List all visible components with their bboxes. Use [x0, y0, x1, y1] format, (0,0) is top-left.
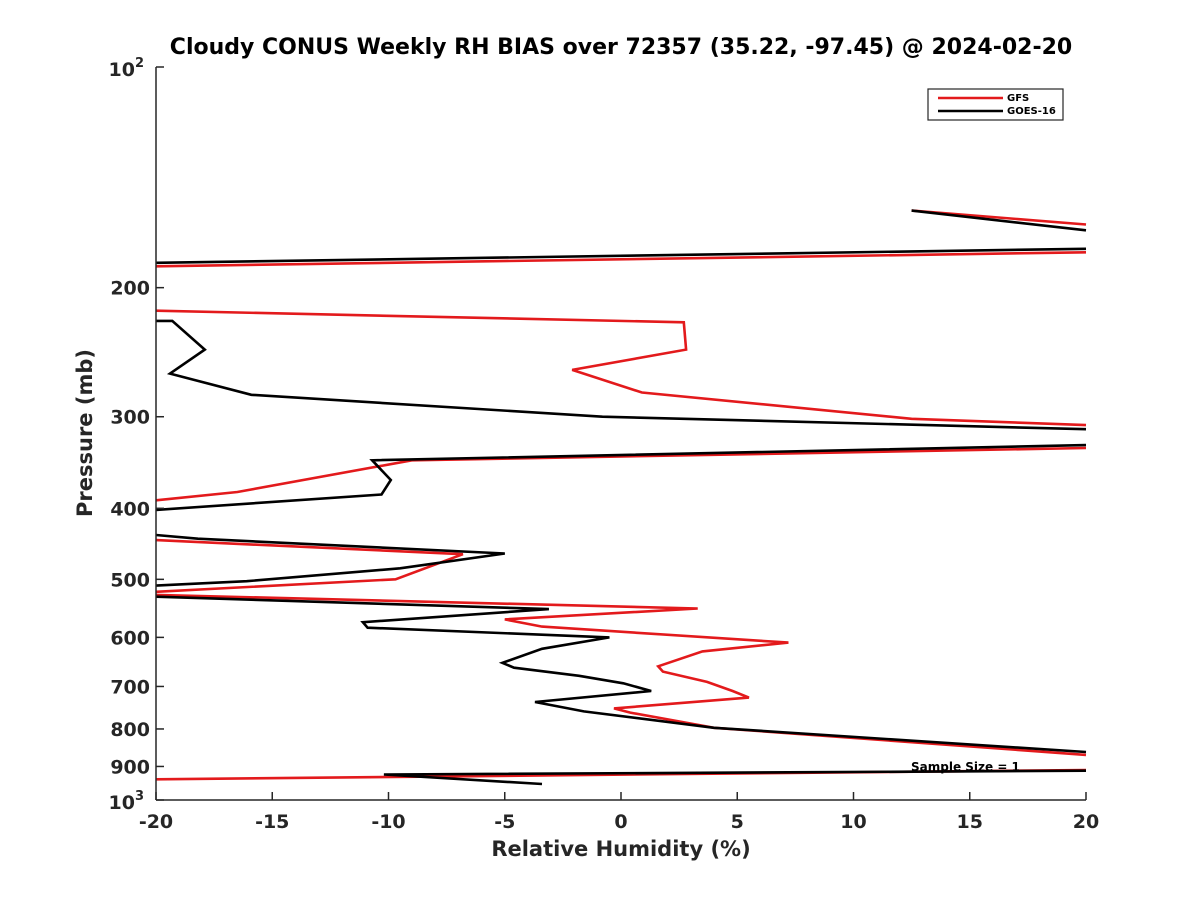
series-line-goes16	[155, 533, 505, 587]
y-tick-base: 10	[109, 792, 135, 814]
y-tick-label: 300	[110, 407, 150, 429]
x-axis-ticks: -20 -15 -10 -5 0 5 10 15 20	[139, 792, 1099, 833]
series-line-gfs	[155, 251, 1087, 268]
series-line-goes16	[155, 595, 1087, 754]
legend: GFS GOES-16	[927, 88, 1064, 121]
series-line-gfs	[155, 309, 1087, 427]
y-tick-label: 700	[110, 676, 150, 698]
chart-title: Cloudy CONUS Weekly RH BIAS over 72357 (…	[170, 35, 1072, 60]
x-tick-label: -15	[255, 811, 289, 833]
legend-label-gfs: GFS	[1007, 93, 1029, 104]
y-tick-label: 103	[109, 789, 145, 814]
x-tick-label: 15	[957, 811, 983, 833]
sample-size-note: Sample Size = 1	[911, 760, 1020, 774]
series-line-goes16	[911, 209, 1087, 232]
x-tick-label: 10	[840, 811, 866, 833]
x-tick-label: 0	[614, 811, 627, 833]
y-tick-exponent: 3	[135, 789, 144, 804]
plot-area	[155, 209, 1087, 786]
legend-box	[927, 88, 1064, 121]
x-tick-label: 20	[1073, 811, 1099, 833]
series-line-gfs	[155, 538, 464, 594]
x-tick-label: -10	[371, 811, 405, 833]
y-tick-label: 400	[110, 498, 150, 520]
series-line-goes16	[155, 247, 1087, 265]
y-tick-label: 900	[110, 756, 150, 778]
series-line-goes16	[156, 319, 1087, 431]
x-tick-label: -20	[139, 811, 173, 833]
series-line-gfs	[155, 593, 1087, 757]
x-axis-label: Relative Humidity (%)	[491, 837, 750, 861]
y-tick-label: 102	[109, 56, 145, 81]
x-tick-label: -5	[494, 811, 515, 833]
x-tick-label: 5	[731, 811, 744, 833]
y-tick-label: 800	[110, 719, 150, 741]
y-axis-label: Pressure (mb)	[73, 349, 97, 517]
y-tick-label: 600	[110, 627, 150, 649]
y-tick-base: 10	[109, 59, 135, 81]
series-line-gfs	[155, 446, 1087, 502]
series-line-goes16	[155, 443, 1087, 512]
legend-label-goes16: GOES-16	[1007, 106, 1056, 117]
y-tick-label: 200	[110, 278, 150, 300]
y-tick-exponent: 2	[135, 56, 144, 71]
y-tick-label: 500	[110, 569, 150, 591]
series-line-goes16	[383, 769, 1087, 786]
